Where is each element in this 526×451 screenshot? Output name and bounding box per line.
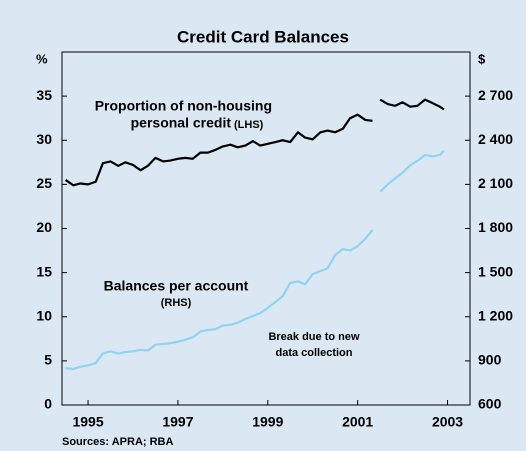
y2-tick-label: 2 100	[478, 175, 513, 191]
y-tick-label: 10	[36, 307, 52, 323]
y2-tick-label: 900	[478, 352, 502, 368]
chart-title: Credit Card Balances	[177, 27, 349, 46]
y-tick-label: 15	[36, 263, 52, 279]
x-tick-label: 1999	[252, 414, 283, 430]
annotation: personal credit	[131, 115, 232, 131]
y-tick-label: 20	[36, 219, 52, 235]
y-tick-label: 25	[36, 175, 52, 191]
y-tick-label: 0	[44, 396, 52, 412]
y-axis-label: %	[36, 51, 48, 66]
x-tick-label: 1997	[162, 414, 193, 430]
x-tick-label: 2001	[342, 414, 373, 430]
source: Sources: APRA; RBA	[62, 436, 173, 448]
y2-tick-label: 1 500	[478, 263, 513, 279]
y-tick-label: 30	[36, 131, 52, 147]
annotation: Proportion of non-housing	[95, 98, 272, 114]
y-tick-label: 35	[36, 87, 52, 103]
y-tick-label: 5	[44, 352, 52, 368]
y2-tick-label: 1 200	[478, 307, 513, 323]
series-line	[65, 149, 445, 371]
series-line	[64, 98, 445, 187]
x-tick-label: 2003	[432, 414, 463, 430]
annotation: (LHS)	[234, 119, 264, 131]
annotation: (RHS)	[161, 297, 192, 309]
annotation: Break due to new	[268, 331, 360, 343]
y2-tick-label: 2 400	[478, 131, 513, 147]
annotation: Balances per account	[104, 278, 249, 294]
x-tick-label: 1995	[72, 414, 103, 430]
y2-tick-label: 600	[478, 396, 502, 412]
y2-tick-label: 2 700	[478, 87, 513, 103]
plot-frame	[61, 51, 471, 406]
y2-tick-label: 1 800	[478, 219, 513, 235]
y2-axis-label: $	[478, 51, 486, 66]
annotation: data collection	[275, 347, 352, 359]
